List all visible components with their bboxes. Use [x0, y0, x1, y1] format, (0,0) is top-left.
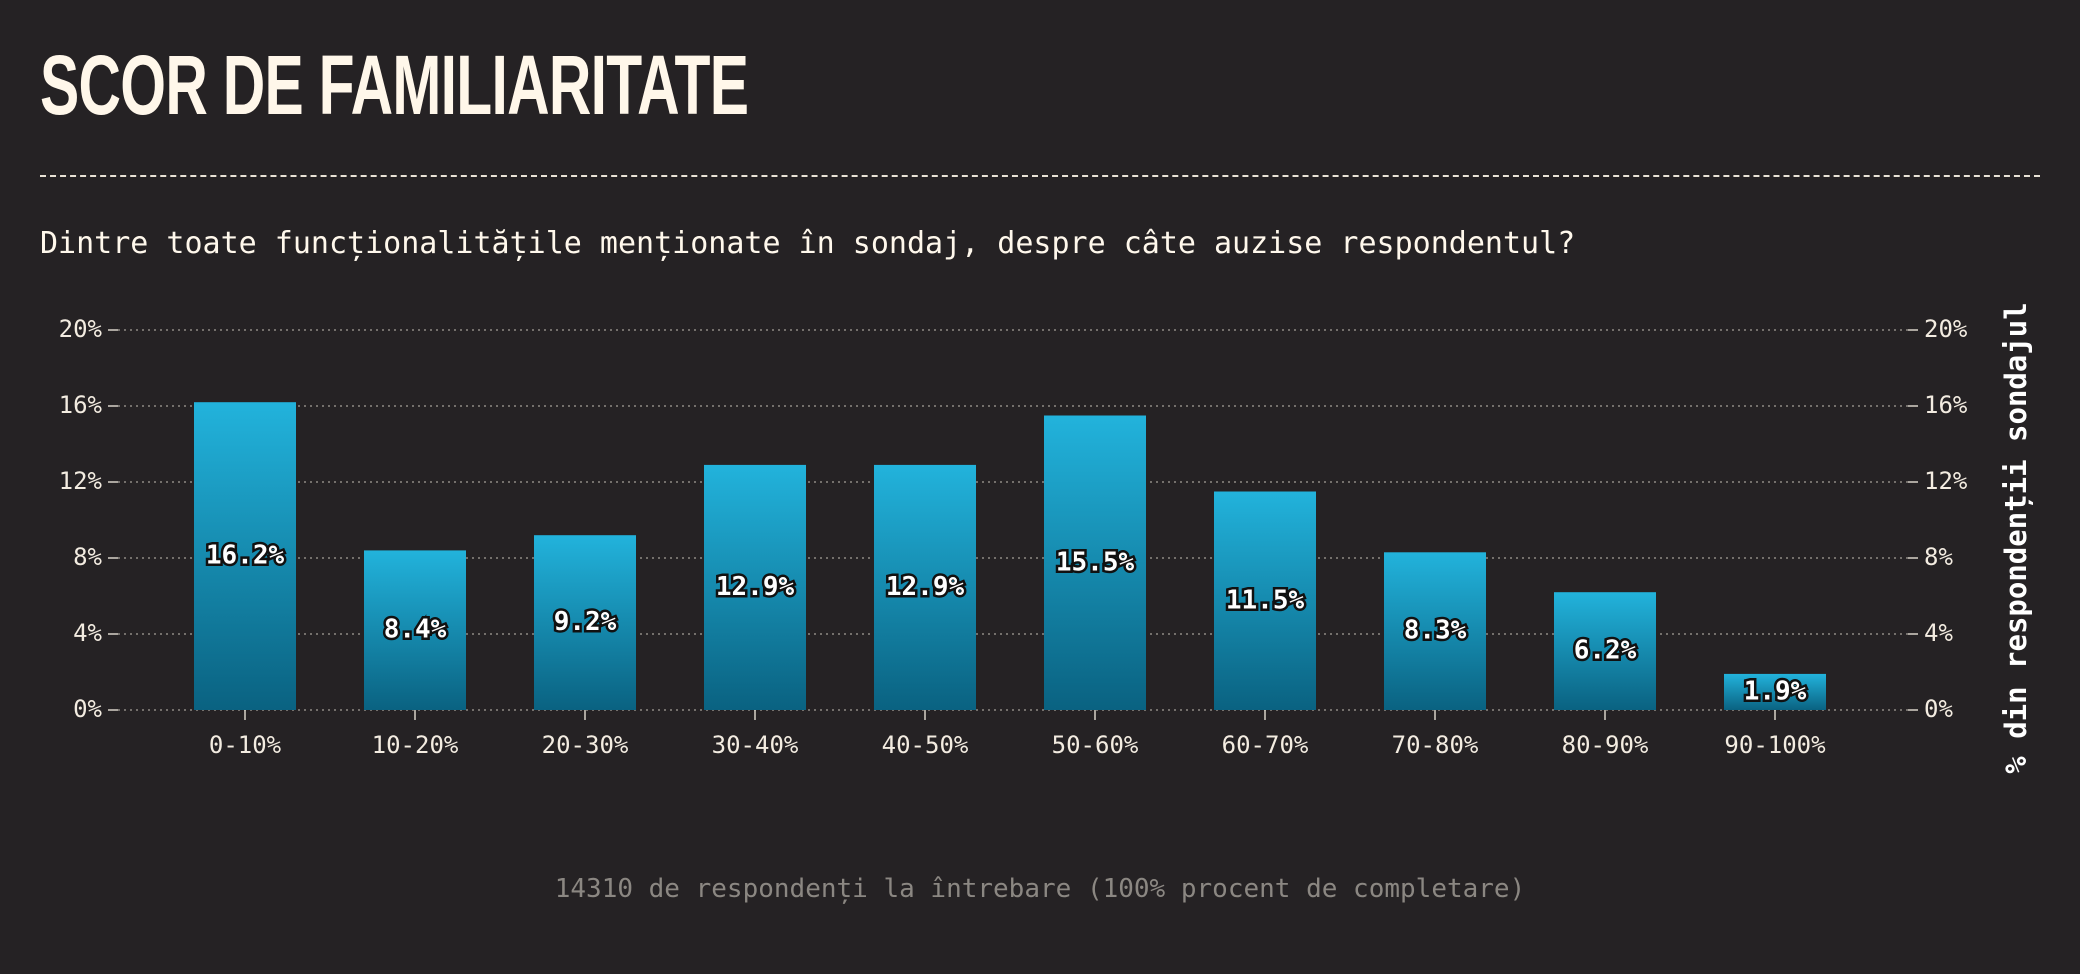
bar: [1384, 552, 1486, 710]
bar-data-label: 16.2%: [206, 541, 285, 571]
bar-data-label: 8.4%: [384, 615, 447, 645]
y-axis-title: % din respondenții sondajul: [1999, 302, 2033, 773]
y-axis-ticks: 0% 0% 4% 4% 8% 8% 12% 12% 16% 16% 20% 20%: [59, 315, 1968, 723]
y-tick-label-right: 12%: [1924, 467, 1968, 495]
bar-data-label: 12.9%: [716, 572, 795, 602]
y-tick-label-right: 16%: [1924, 391, 1968, 419]
title-divider: [40, 175, 2040, 177]
x-tick-label: 0-10%: [209, 731, 282, 759]
y-tick-label-right: 4%: [1924, 619, 1953, 647]
bar-data-label: 12.9%: [886, 572, 965, 602]
bar-data-label: 15.5%: [1056, 547, 1135, 577]
x-tick-label: 50-60%: [1052, 731, 1139, 759]
x-tick-label: 90-100%: [1724, 731, 1826, 759]
x-tick-label: 30-40%: [712, 731, 799, 759]
bar: [1044, 415, 1146, 710]
chart-subtitle: Dintre toate funcționalitățile menționat…: [40, 226, 1576, 261]
y-tick-label-right: 8%: [1924, 543, 1953, 571]
y-tick-label-left: 4%: [73, 619, 102, 647]
bar-data-label: 8.3%: [1404, 616, 1467, 646]
bar-data-label: 9.2%: [554, 607, 617, 637]
x-tick-label: 70-80%: [1392, 731, 1479, 759]
bar-data-label: 11.5%: [1226, 585, 1305, 615]
chart-title: SCOR DE FAMILIARITATE: [40, 38, 749, 132]
bar: [1554, 592, 1656, 710]
x-tick-label: 80-90%: [1562, 731, 1649, 759]
bars: [194, 402, 1826, 710]
y-tick-label-left: 0%: [73, 695, 102, 723]
bar: [1214, 491, 1316, 710]
bar: [704, 464, 806, 710]
y-tick-label-left: 20%: [59, 315, 103, 343]
x-axis-ticks: 0-10% 10-20% 20-30% 30-40% 40-50% 50-60% 60-70…: [209, 710, 1826, 759]
bar: [874, 464, 976, 710]
respondents-footnote: 14310 de respondenți la întrebare (100% …: [554, 874, 1526, 904]
bar-labels: 16.2% 8.4% 9.2% 12.9% 12.9% 15.5% 11.5% 8.3% 6.2…: [203, 538, 1809, 709]
x-tick-label: 10-20%: [372, 731, 459, 759]
bar-data-label: 6.2%: [1574, 636, 1637, 666]
x-tick-label: 40-50%: [882, 731, 969, 759]
bar: [534, 535, 636, 710]
bar: [364, 550, 466, 710]
y-tick-label-left: 8%: [73, 543, 102, 571]
y-tick-label-right: 20%: [1924, 315, 1968, 343]
y-tick-label-right: 0%: [1924, 695, 1953, 723]
bar: [1724, 673, 1826, 710]
grid-lines: [118, 329, 1908, 711]
x-tick-label: 20-30%: [542, 731, 629, 759]
bar-data-label: 1.9%: [1744, 676, 1807, 706]
bar: [194, 402, 296, 710]
x-tick-label: 60-70%: [1222, 731, 1309, 759]
y-tick-label-left: 16%: [59, 391, 103, 419]
y-tick-label-left: 12%: [59, 467, 103, 495]
